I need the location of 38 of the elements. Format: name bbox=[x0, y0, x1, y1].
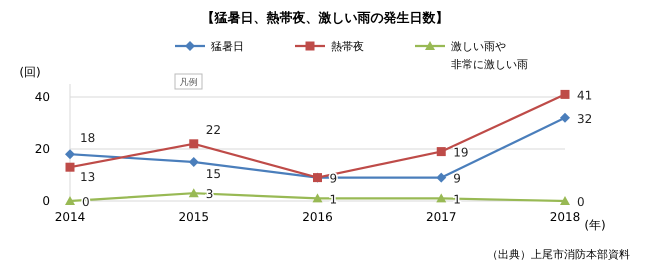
point bbox=[66, 162, 74, 172]
data-label: 19 bbox=[453, 146, 469, 160]
point bbox=[436, 193, 446, 202]
data-label: 32 bbox=[577, 112, 592, 126]
point bbox=[188, 157, 199, 167]
y-axis-title: (回) bbox=[19, 65, 41, 79]
data-label: 13 bbox=[80, 170, 96, 184]
point bbox=[312, 193, 322, 202]
data-label: 0 bbox=[577, 195, 585, 209]
y-tick-label: 0 bbox=[42, 194, 50, 208]
point bbox=[436, 172, 446, 183]
point bbox=[560, 112, 570, 123]
x-tick-label: 2015 bbox=[178, 210, 210, 224]
legend-label: 猛暑日 bbox=[211, 40, 244, 53]
x-axis-title: (年) bbox=[584, 218, 606, 232]
legend-label: 熱帯夜 bbox=[331, 40, 364, 53]
point bbox=[65, 196, 75, 205]
data-label: 41 bbox=[577, 88, 592, 102]
annotation: 凡例 bbox=[180, 77, 198, 88]
x-tick-label: 2017 bbox=[426, 210, 457, 224]
data-label: 18 bbox=[80, 131, 96, 146]
point bbox=[189, 139, 198, 148]
data-label: 22 bbox=[206, 122, 222, 137]
chart-title: 【猛暑日、熱帯夜、激しい雨の発生日数】 bbox=[202, 10, 448, 26]
x-tick-label: 2018 bbox=[550, 210, 580, 224]
x-tick-label: 2016 bbox=[302, 210, 333, 224]
point bbox=[188, 188, 199, 198]
legend-label: 激しい雨や非常に激しい雨 bbox=[451, 40, 528, 71]
x-tick-label: 2014 bbox=[54, 210, 86, 224]
point bbox=[436, 147, 446, 156]
point bbox=[560, 196, 570, 205]
point bbox=[65, 149, 75, 160]
y-tick-label: 40 bbox=[34, 90, 50, 104]
y-tick-label: 20 bbox=[34, 142, 50, 156]
data-label: 9 bbox=[453, 172, 461, 186]
data-label: 15 bbox=[206, 167, 222, 181]
text: （出典）上尾市消防本部資料 bbox=[487, 248, 630, 261]
point bbox=[560, 90, 570, 99]
